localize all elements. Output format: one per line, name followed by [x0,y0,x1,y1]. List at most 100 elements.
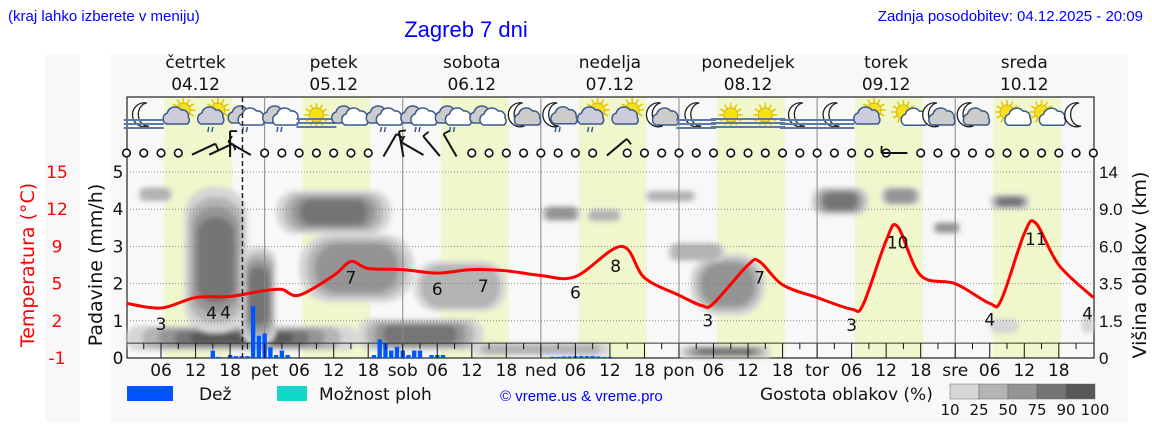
rain-bar [417,350,423,358]
sun-ray [1030,105,1036,110]
sun-ray [590,99,595,105]
calm-wind-icon [933,148,943,158]
day-date: 06.12 [447,75,496,95]
sun-ray [1000,117,1005,123]
cloud-rain-icon [227,105,266,133]
cloud-area [197,217,235,303]
rain-drop [280,126,283,133]
calm-wind-icon [708,148,719,158]
calm-wind-icon [985,148,995,158]
rain-bar [567,356,572,358]
calm-wind-icon [346,148,356,158]
cloud-area [589,210,620,221]
sun-ray [186,99,190,105]
calm-wind-icon [588,148,598,158]
precip-tick-label: 2 [113,275,124,295]
day-name: sobota [443,53,501,73]
sun-ray [768,104,772,110]
day-name: sreda [1001,53,1048,73]
sun-ray [309,104,314,110]
sun-cloud-icon [853,98,886,125]
cloud-height-tick-label: 1.5 [1099,312,1123,331]
sun-fog-icon [710,103,751,128]
rain-drop [590,126,594,133]
x-tick-label: 06 [288,361,310,381]
wind-barb-tick [400,135,406,143]
day-date: 08.12 [724,75,773,95]
calm-wind-icon [916,148,926,158]
rain-bar [596,356,601,358]
x-tick-label: 06 [703,361,725,381]
sun-ray [603,112,609,117]
temperature-extreme-label: 6 [570,284,581,304]
sun-ray [603,103,609,108]
density-scale-label: 90 [1056,401,1075,419]
temperature-extreme-label: 4 [206,304,217,324]
day-name: petek [310,53,358,73]
rain-bar [245,356,250,358]
density-scale-label: 10 [940,401,959,419]
calm-wind-icon [501,148,511,158]
density-scale-label: 100 [1081,401,1110,419]
sun-ray [896,117,901,123]
grid-lines [127,97,1094,358]
rain-bar [561,356,567,358]
cloud-density-legend-title: Gostota oblakov (%) [760,385,933,405]
temperature-extreme-label: 3 [156,315,167,335]
moon-crescent [922,102,940,128]
sun-ray [758,104,763,110]
day-name: četrtek [165,53,226,73]
rain-bar [210,350,216,358]
wind-barb-tick [398,129,406,133]
cloud-height-tick-label: 14 [1099,163,1118,182]
cloud-area [1081,315,1094,334]
calm-wind-icon [1088,148,1098,158]
cloud-height-tick-label: 3.5 [1099,275,1123,294]
wind-barb-shaft [422,135,441,157]
calm-wind-icon [743,148,753,158]
x-tick-label: 12 [1013,361,1035,381]
cloud-area [886,189,916,203]
sun-ray [621,103,627,108]
rain-drop [586,126,590,133]
temperature-extreme-label: 6 [432,280,443,300]
density-swatch [978,383,1009,400]
precip-tick-label: 4 [113,200,124,220]
sun-ray [719,108,726,113]
precip-tick-label: 0 [113,349,124,369]
cloud-area [420,264,500,308]
cloud-shape [196,106,225,125]
sun-ray [879,103,885,108]
sun-ray [207,103,213,108]
x-tick-label: 18 [219,361,241,381]
cloud-shape [479,107,507,126]
rain-bar [279,350,285,358]
sun-cloud-icon [162,98,196,125]
rain-bar [555,356,561,358]
cloud-shape [513,107,542,126]
sun-ray [867,99,872,105]
sun-ray [211,99,216,105]
location-hint[interactable]: (kraj lahko izberete v meniju) [8,8,200,25]
density-scale-label: 25 [969,401,988,419]
wind-barb-shaft [208,142,234,156]
daylight-band [578,97,647,358]
cloud-rain-icon [434,105,473,133]
rain-bar [406,355,411,358]
precip-tick-label: 1 [113,312,124,332]
calm-wind-icon [674,148,684,158]
cloud-shape [962,107,991,126]
rain-bar [273,355,279,358]
rain-bar [250,305,256,358]
rain-bar [371,355,377,358]
sun-ray [223,112,229,117]
rain-drop [452,126,456,133]
copyright-link[interactable]: © vreme.us & vreme.pro [500,388,663,405]
sun-ray [600,99,605,105]
calm-wind-icon [950,148,960,158]
cloud-area [936,223,957,233]
calm-wind-icon [260,148,270,158]
temp-axis-panel [45,55,80,422]
moon-cloud-rain-icon [542,102,578,133]
x-tick-label: 06 [979,361,1001,381]
